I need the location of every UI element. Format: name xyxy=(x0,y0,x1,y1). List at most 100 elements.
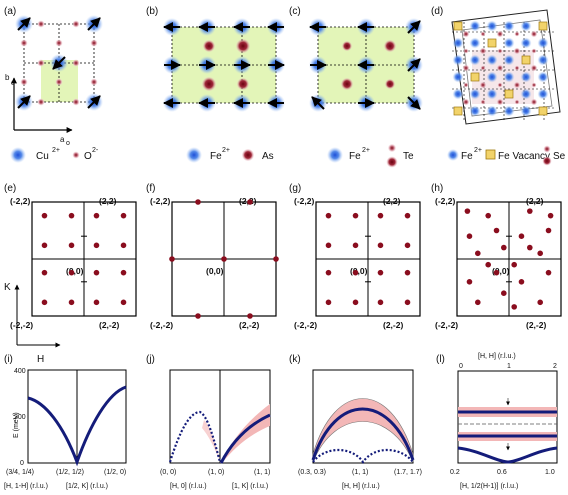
bragg-peak xyxy=(352,269,359,276)
bragg-peak xyxy=(518,233,525,239)
bragg-peak xyxy=(404,269,411,276)
legend-fe-sup: 2+ xyxy=(474,147,482,154)
center-label: (0,0) xyxy=(350,266,368,276)
selenium-atom xyxy=(497,48,503,54)
ytick-200: 200 xyxy=(14,414,26,421)
spin-arrow xyxy=(17,17,31,31)
top-tick-1: 1 xyxy=(507,363,511,370)
bragg-peak xyxy=(485,212,492,219)
legend-a: Cu 2+ O 2- xyxy=(10,147,99,163)
panel-i: (i) 400 200 0 E (meV) (3/4, 1/4) (1/2, 1… xyxy=(4,354,127,490)
selenium-atom xyxy=(530,98,538,106)
iron-atom xyxy=(469,88,481,100)
xtick-1: (1/2, 1/2) xyxy=(56,469,84,476)
dashed-curve xyxy=(168,410,222,463)
center-label: (0,0) xyxy=(66,266,84,276)
axes-arrows: b o a o xyxy=(5,73,73,147)
bragg-peak xyxy=(377,299,384,306)
xtick-0: (0, 0) xyxy=(160,469,176,476)
axis-k-label: K xyxy=(4,282,11,293)
selenium-atom xyxy=(462,30,470,38)
bragg-peak xyxy=(247,199,253,205)
bottom-label: [H, 1/2(H-1)] (r.l.u.) xyxy=(460,483,518,490)
ytick-0: 0 xyxy=(20,460,24,467)
arsenic-atom xyxy=(202,77,216,91)
bragg-peak xyxy=(169,256,175,262)
corner-tl: (-2,2) xyxy=(10,196,30,206)
legend-o-sup: 2- xyxy=(92,147,99,154)
iron-atom xyxy=(469,54,481,66)
corner-br: (2,-2) xyxy=(99,320,119,330)
selenium-atom xyxy=(480,99,486,105)
bragg-peak xyxy=(404,212,411,219)
panel-g: (g) (-2,2) (2,2) (-2,-2) (2,-2) (0,0) xyxy=(289,183,403,330)
xlabel-0: [H, 0] (r.l.u.) xyxy=(170,483,207,490)
oxygen-atom xyxy=(55,78,63,86)
selenium-atom xyxy=(480,31,486,37)
xtick-2: (1/2, 0) xyxy=(104,469,126,476)
selenium-atom xyxy=(531,82,537,88)
spin-arrow xyxy=(52,56,66,70)
legend-fe-sup: 2+ xyxy=(362,147,370,154)
panel-label: (l) xyxy=(436,354,445,365)
bragg-peak xyxy=(518,279,525,285)
dispersion-curve xyxy=(27,385,127,467)
tellurium-atom xyxy=(385,79,395,89)
corner-bl: (-2,-2) xyxy=(150,320,173,330)
bragg-peak xyxy=(501,244,507,251)
iron-atom xyxy=(452,37,464,49)
selenium-atom xyxy=(530,64,538,72)
xtick-1: (1, 1) xyxy=(352,469,368,476)
iron-atom xyxy=(537,71,549,83)
oxygen-icon xyxy=(72,151,80,159)
panel-label: (k) xyxy=(289,354,301,365)
spin-arrow xyxy=(87,17,101,31)
top-tick-2: 2 xyxy=(553,363,557,370)
fete-lattice xyxy=(309,18,423,112)
corner-br: (2,-2) xyxy=(383,320,403,330)
corner-tl: (-2,2) xyxy=(150,196,170,206)
corner-tl: (-2,2) xyxy=(294,196,314,206)
dispersion-curve xyxy=(219,413,271,464)
bragg-peak xyxy=(41,242,48,249)
fe-vacancy xyxy=(521,55,531,65)
dashed-curve xyxy=(312,449,414,464)
bragg-peak xyxy=(493,269,500,276)
bragg-peak xyxy=(221,256,227,262)
bragg-peak xyxy=(547,212,554,219)
spin-arrow xyxy=(407,96,421,110)
reciprocal-map-f xyxy=(169,199,279,319)
fe-vacancy xyxy=(538,106,548,116)
tellurium-atom xyxy=(384,40,396,52)
bragg-peak xyxy=(511,304,517,310)
bragg-peak xyxy=(41,212,48,219)
panel-label: (f) xyxy=(146,183,155,194)
corner-br: (2,-2) xyxy=(239,320,259,330)
axis-a-label: a xyxy=(60,135,65,144)
spectral-band-faint xyxy=(202,420,220,462)
bragg-peak xyxy=(485,261,492,268)
iron-atom xyxy=(537,54,549,66)
arsenic-icon xyxy=(242,149,254,161)
legend-fe: Fe xyxy=(210,151,222,162)
tellurium-atom xyxy=(341,78,353,90)
selenium-atom xyxy=(463,82,469,88)
cuo2-lattice xyxy=(15,15,103,111)
bragg-peak xyxy=(475,299,481,306)
xlabel-0: [H, 1-H] (r.l.u.) xyxy=(4,483,48,490)
xtick-2: (1.7, 1.7) xyxy=(394,469,422,476)
bragg-peak xyxy=(377,242,384,249)
selenium-atom xyxy=(462,64,470,72)
iron-atom xyxy=(537,37,549,49)
panel-f: (f) (-2,2) (2,2) (-2,-2) (2,-2) (0,0) xyxy=(146,183,259,330)
panel-label: (i) xyxy=(4,354,13,365)
center-label: (0,0) xyxy=(206,266,224,276)
axis-h-label: H xyxy=(37,354,44,365)
iron-atom xyxy=(520,88,532,100)
panel-k: (k) (0.3, 0.3) (1, 1) (1.7, 1.7) [H, H] … xyxy=(289,354,422,490)
selenium-atom xyxy=(531,48,537,54)
arsenic-atom xyxy=(236,39,250,53)
bragg-peak xyxy=(537,250,543,257)
xtick-0: (3/4, 1/4) xyxy=(6,469,34,476)
bragg-peak xyxy=(68,242,75,249)
